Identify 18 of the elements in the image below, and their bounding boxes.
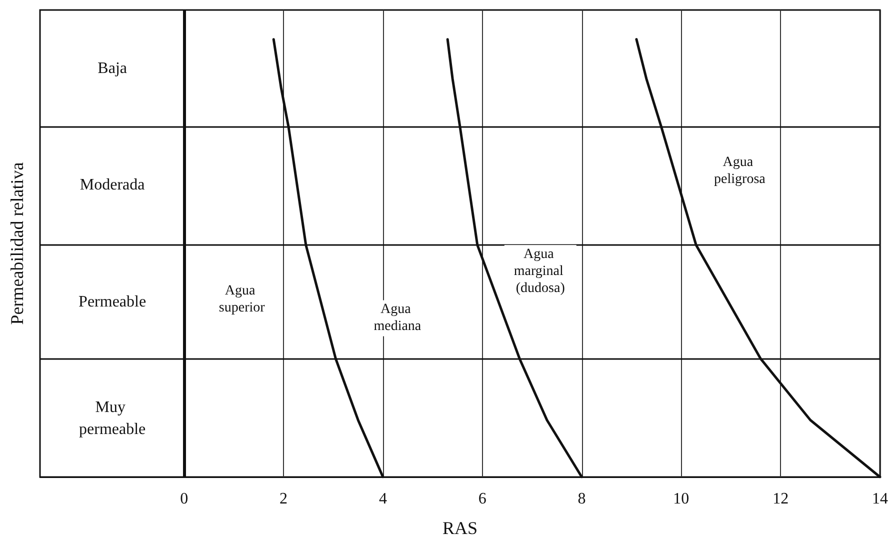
x-axis-title: RAS bbox=[442, 518, 478, 538]
annotation: Moderada bbox=[80, 176, 145, 194]
x-tick-label: 10 bbox=[673, 490, 690, 508]
annotation: Agua peligrosa bbox=[714, 155, 766, 188]
x-tick-label: 8 bbox=[578, 490, 586, 508]
annotation: Muy permeable bbox=[79, 399, 146, 438]
x-tick-label: 2 bbox=[280, 490, 288, 508]
x-tick-label: 0 bbox=[180, 490, 188, 508]
annotation: Agua mediana bbox=[374, 302, 422, 334]
annotation: Agua marginal (dudosa) bbox=[514, 247, 567, 296]
annotation: Baja bbox=[98, 60, 127, 77]
x-tick-label: 14 bbox=[872, 490, 888, 508]
x-tick-label: 6 bbox=[478, 490, 486, 508]
annotation: Agua superior bbox=[218, 284, 266, 316]
annotation: Permeable bbox=[78, 293, 146, 310]
x-tick-label: 4 bbox=[378, 490, 387, 508]
y-axis-title: Permeabilidad relativa bbox=[7, 162, 27, 325]
x-tick-label: 12 bbox=[772, 490, 789, 508]
